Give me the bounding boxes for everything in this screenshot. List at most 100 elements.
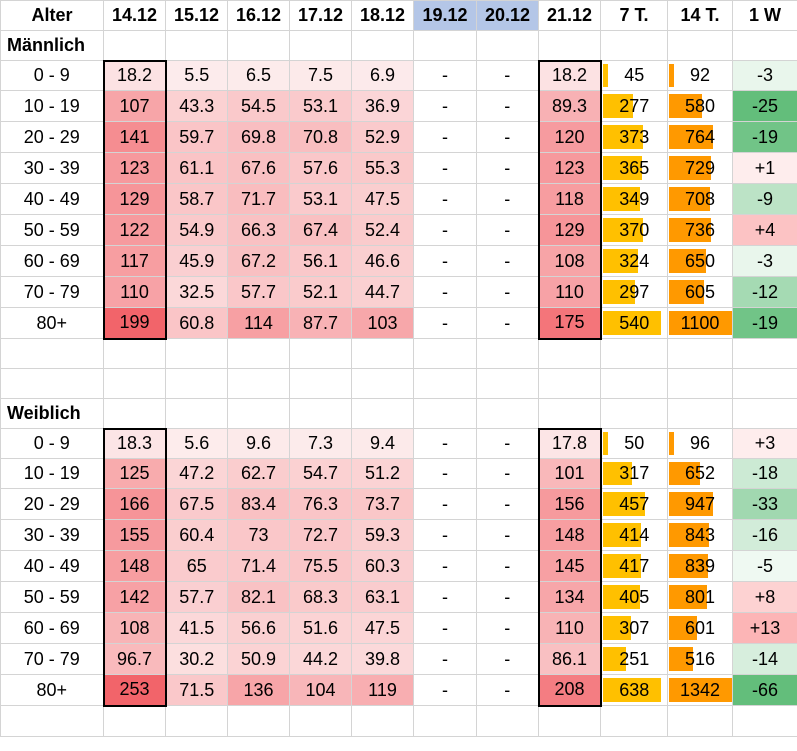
incidence-value: 73 xyxy=(227,519,290,551)
data-bar xyxy=(602,585,640,609)
data-bar xyxy=(602,249,638,273)
empty-cell xyxy=(289,398,352,429)
sum-14-days: 650 xyxy=(667,245,733,277)
age-group: 30 - 39 xyxy=(0,519,104,551)
week-change: +1 xyxy=(732,152,797,184)
header-date: 16.12 xyxy=(227,0,290,31)
incidence-value: 47.5 xyxy=(351,612,414,644)
incidence-value: 41.5 xyxy=(165,612,228,644)
header-date: 14.12 xyxy=(103,0,166,31)
empty-cell xyxy=(413,705,477,737)
incidence-value: - xyxy=(413,428,477,459)
incidence-value: 148 xyxy=(537,519,602,551)
empty-cell xyxy=(103,705,166,737)
incidence-value: 66.3 xyxy=(227,214,290,246)
sum-value: 457 xyxy=(619,493,650,514)
incidence-value: - xyxy=(476,121,539,153)
incidence-value: 120 xyxy=(537,121,602,153)
incidence-value: 52.1 xyxy=(289,276,352,308)
sum-value: 251 xyxy=(619,648,650,669)
header-date: 18.12 xyxy=(351,0,414,31)
sum-7-days: 251 xyxy=(600,643,668,675)
week-change: +8 xyxy=(732,581,797,613)
incidence-value: 7.5 xyxy=(289,60,352,91)
data-bar xyxy=(669,156,711,180)
empty-cell xyxy=(538,398,601,429)
empty-cell xyxy=(413,398,477,429)
sum-value: 801 xyxy=(684,586,716,607)
data-bar xyxy=(669,218,711,242)
incidence-value: 83.4 xyxy=(227,488,290,520)
incidence-value: - xyxy=(413,643,477,675)
incidence-value: - xyxy=(476,152,539,184)
age-group: 50 - 59 xyxy=(0,581,104,613)
incidence-value: 68.3 xyxy=(289,581,352,613)
data-bar xyxy=(669,94,702,118)
sum-value: 417 xyxy=(619,555,650,576)
sum-7-days: 349 xyxy=(600,183,668,215)
incidence-value: - xyxy=(476,674,539,706)
data-bar xyxy=(669,523,709,547)
data-bar xyxy=(602,678,661,702)
incidence-value: 122 xyxy=(102,214,167,246)
incidence-value: 75.5 xyxy=(289,550,352,582)
incidence-value: 56.1 xyxy=(289,245,352,277)
incidence-value: 71.5 xyxy=(165,674,228,706)
age-group: 20 - 29 xyxy=(0,488,104,520)
empty-cell xyxy=(732,30,797,61)
data-bar xyxy=(669,311,732,335)
incidence-value: 72.7 xyxy=(289,519,352,551)
empty-cell xyxy=(103,398,166,429)
spacer-row xyxy=(0,338,797,369)
incidence-value: - xyxy=(413,245,477,277)
sum-7-days: 324 xyxy=(600,245,668,277)
incidence-value: 253 xyxy=(102,674,167,707)
incidence-value: 71.4 xyxy=(227,550,290,582)
table-row: 40 - 49 129 58.7 71.7 53.1 47.5- -118 349 708 -9 xyxy=(0,183,797,215)
data-bar xyxy=(669,249,706,273)
empty-cell xyxy=(227,338,290,369)
sum-7-days: 370 xyxy=(600,214,668,246)
sum-value: 324 xyxy=(619,250,650,271)
age-group: 0 - 9 xyxy=(0,428,104,459)
sum-value: 405 xyxy=(619,586,650,607)
incidence-value: 71.7 xyxy=(227,183,290,215)
incidence-value: 30.2 xyxy=(165,643,228,675)
incidence-value: - xyxy=(413,550,477,582)
incidence-value: 51.2 xyxy=(351,458,414,489)
sum-14-days: 764 xyxy=(667,121,733,153)
sum-14-days: 1342 xyxy=(667,674,733,706)
incidence-value: - xyxy=(476,214,539,246)
empty-cell xyxy=(227,398,290,429)
incidence-value: - xyxy=(476,276,539,308)
data-bar xyxy=(602,311,661,335)
incidence-value: - xyxy=(413,458,477,489)
empty-cell xyxy=(227,30,290,61)
sum-value: 638 xyxy=(619,679,650,700)
sum-value: 652 xyxy=(684,463,716,483)
sum-7-days: 297 xyxy=(600,276,668,308)
incidence-value: - xyxy=(476,458,539,489)
incidence-value: 59.7 xyxy=(165,121,228,153)
table-row: 20 - 29 166 67.5 83.4 76.3 73.7- -156 457 947 -33 xyxy=(0,488,797,520)
empty-cell xyxy=(600,338,668,369)
section-title-row: Weiblich xyxy=(0,398,797,429)
incidence-value: 148 xyxy=(102,550,167,582)
sum-7-days: 317 xyxy=(600,458,668,489)
sum-14-days: 729 xyxy=(667,152,733,184)
table-row: 0 - 9 18.3 5.6 9.6 7.3 9.4- -17.8 50 96 +3 xyxy=(0,427,797,459)
incidence-value: 36.9 xyxy=(351,90,414,122)
incidence-value: 32.5 xyxy=(165,276,228,308)
table-row: 80+ 253 71.5 136 104 119- -208 638 1342 -66 xyxy=(0,674,797,707)
sum-value: 373 xyxy=(619,126,650,147)
incidence-value: 117 xyxy=(102,245,167,277)
sum-value: 764 xyxy=(684,126,716,147)
age-group: 60 - 69 xyxy=(0,612,104,644)
incidence-value: 5.5 xyxy=(165,60,228,91)
empty-cell xyxy=(667,30,733,61)
sum-14-days: 839 xyxy=(667,550,733,582)
incidence-value: 60.4 xyxy=(165,519,228,551)
empty-cell xyxy=(667,398,733,429)
table-row: 10 - 19 125 47.2 62.7 54.7 51.2- -101 317 652 -18 xyxy=(0,458,797,489)
